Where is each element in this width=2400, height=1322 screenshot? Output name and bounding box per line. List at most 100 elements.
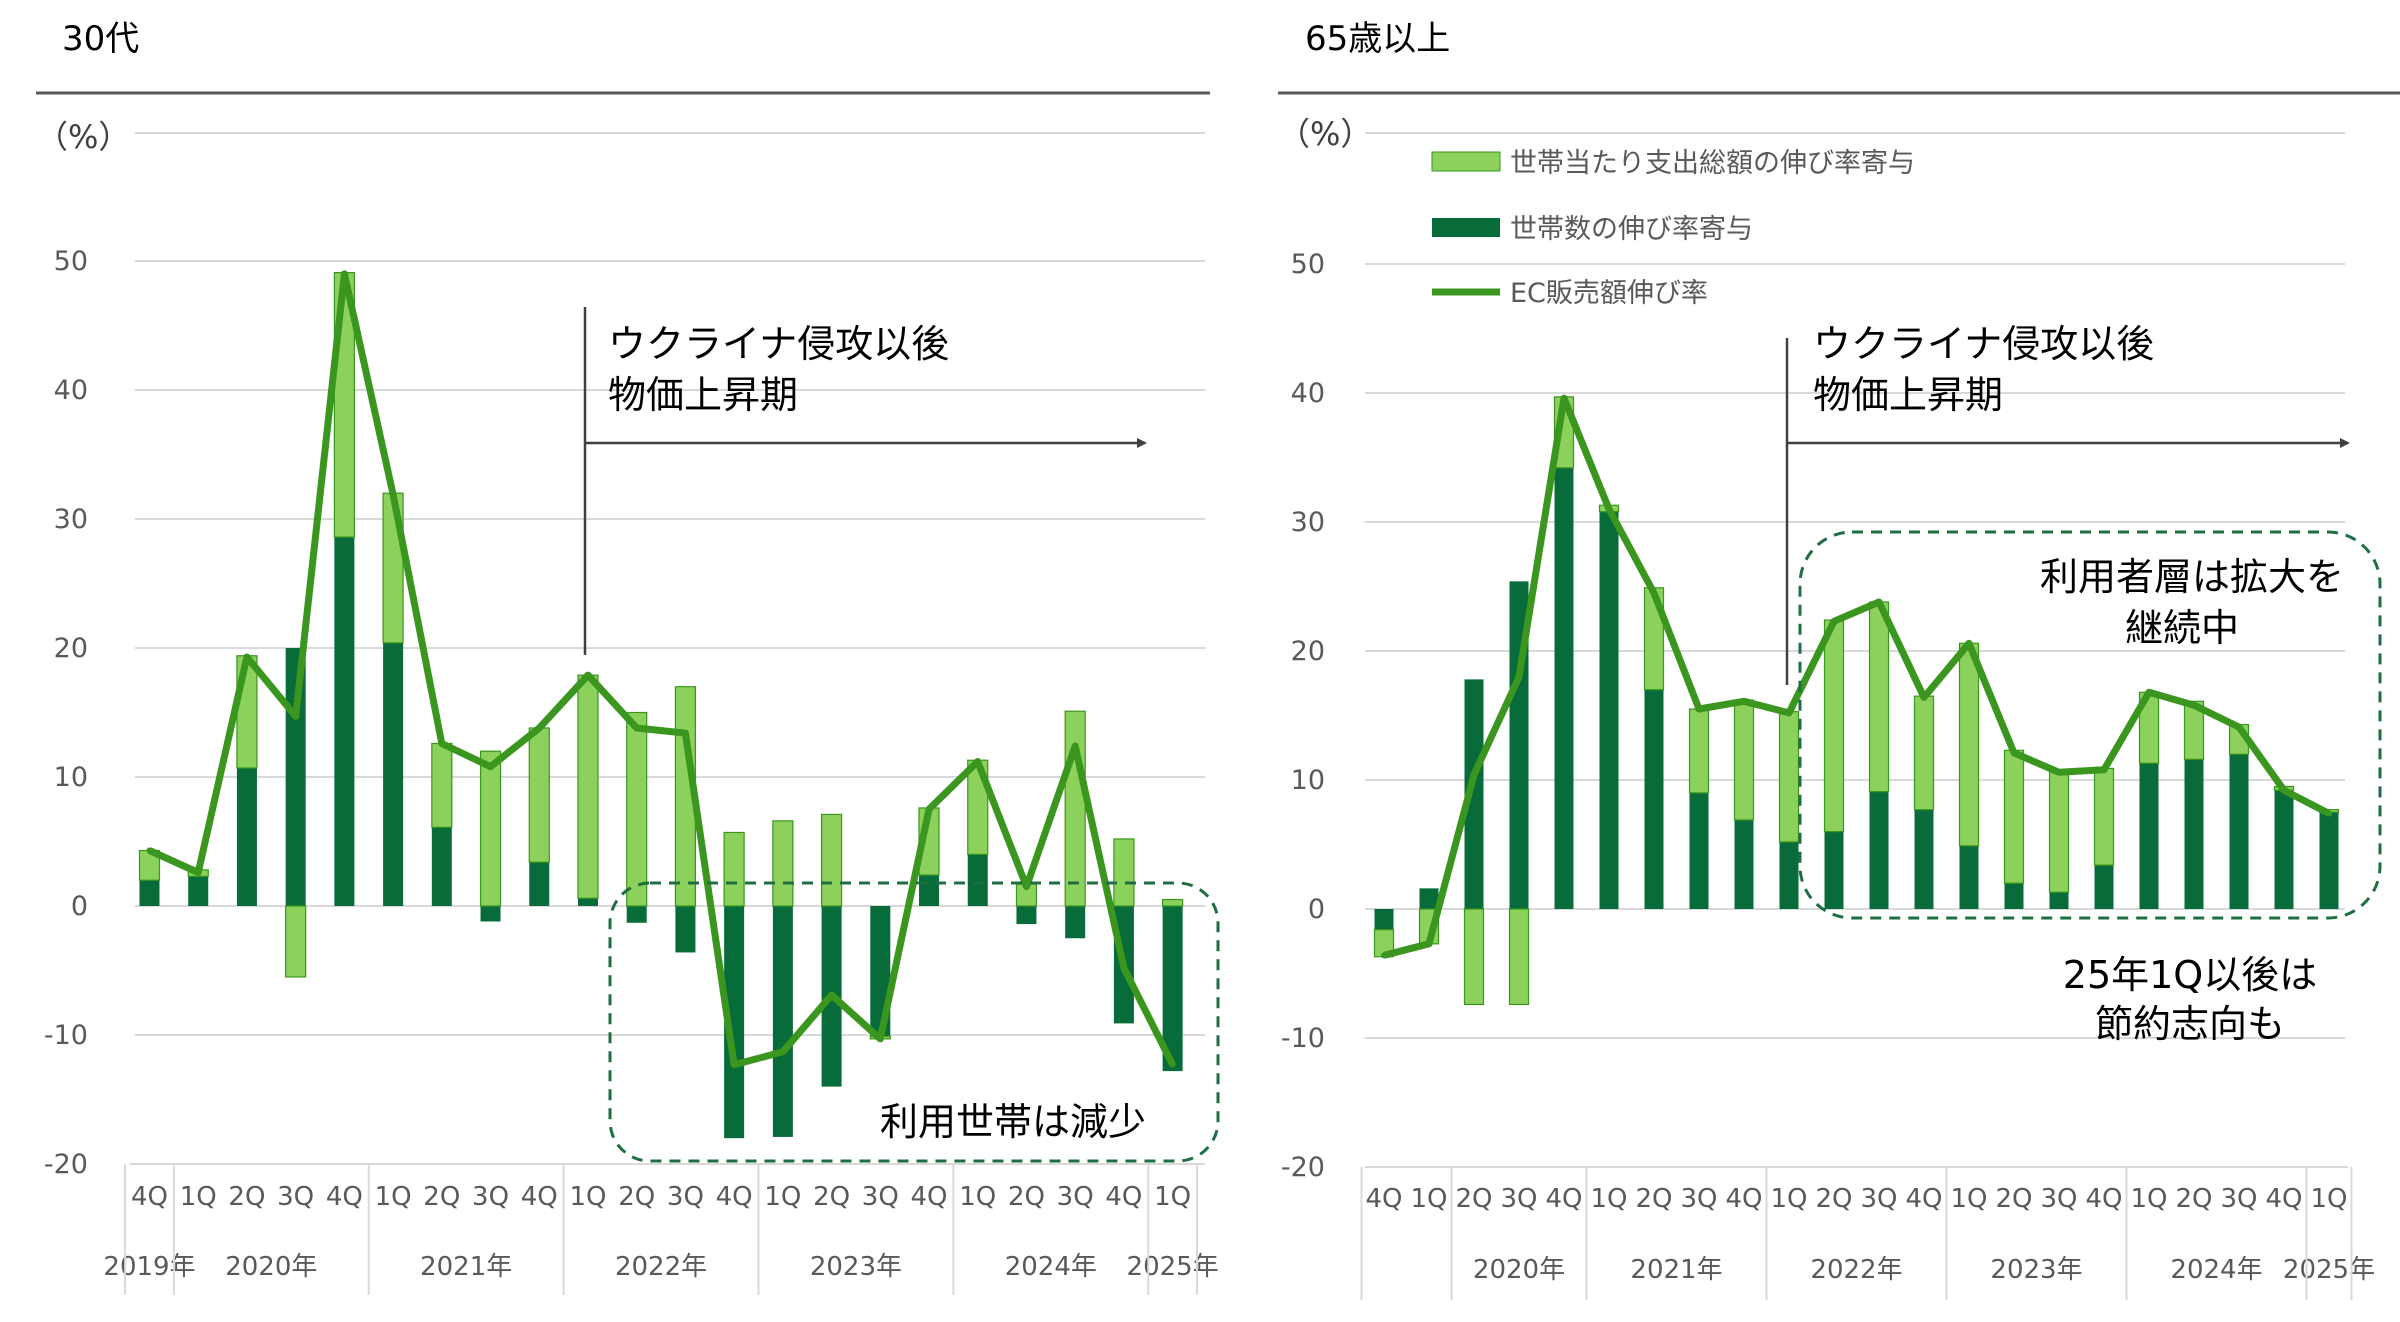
highlight-box — [608, 881, 1220, 1163]
ec-sales-point — [1120, 964, 1127, 971]
y-tick-label: 30 — [1291, 507, 1325, 538]
bar-spending-per-household — [1958, 642, 1980, 847]
bar-spending-per-household — [431, 742, 453, 828]
y-tick-label: -20 — [1281, 1152, 1325, 1183]
bar-household-count — [1689, 792, 1709, 909]
legend-dark-swatch — [1432, 218, 1500, 237]
ec-sales-point — [341, 270, 348, 277]
ec-sales-point — [1381, 952, 1387, 959]
ec-sales-point — [926, 806, 933, 813]
bar-household-count — [1734, 819, 1754, 909]
year-label: 2021年 — [1630, 1255, 1722, 1285]
period-label-line1: ウクライナ侵攻以後 — [1813, 322, 2154, 366]
bar-spending-per-household — [2048, 770, 2070, 893]
bar-household-count — [919, 875, 940, 906]
ec-sales-point — [390, 491, 397, 498]
highlight-box — [1798, 530, 2382, 920]
ec-sales-point — [146, 847, 153, 854]
bar-household-count — [1869, 791, 1889, 909]
year-label: 2025年 — [2283, 1255, 2375, 1285]
x-tick-label: 4Q — [1905, 1184, 1942, 1214]
y-tick-labels: 50 40 30 20 10 0 -10 -20 — [44, 246, 88, 1180]
bar-household-count — [529, 862, 550, 906]
bar-spending-per-household — [1913, 695, 1935, 811]
bar-household-count — [2049, 892, 2069, 909]
bar-spending-per-household — [1688, 708, 1710, 794]
ec-sales-point — [1876, 598, 1882, 605]
x-tick-label: 1Q — [959, 1182, 996, 1212]
bar-household-count — [188, 876, 209, 906]
x-tick-label: 3Q — [277, 1182, 314, 1212]
year-label: 2024年 — [1005, 1252, 1097, 1282]
x-tick-label: 1Q — [180, 1182, 217, 1212]
note-line2: 節約志向も — [2095, 1002, 2285, 1046]
highlight-box-line2: 継続中 — [2125, 606, 2239, 650]
legend: 世帯当たり支出総額の伸び率寄与 世帯数の伸び率寄与 EC販売額伸び率 — [1431, 148, 1915, 309]
year-label: 2025年 — [1127, 1252, 1219, 1282]
x-tick-label: 4Q — [1365, 1184, 1402, 1214]
ec-sales-point — [243, 654, 250, 661]
bar-household-count — [2274, 790, 2294, 909]
bar-household-count — [1065, 906, 1086, 939]
y-tick-label: 50 — [54, 246, 88, 277]
ec-sales-point — [1831, 618, 1837, 625]
bar-household-count — [577, 898, 598, 906]
x-tick-label: 1Q — [1410, 1184, 1447, 1214]
ec-sales-growth-line — [1383, 394, 2331, 959]
ec-sales-point — [2191, 702, 2197, 709]
ec-sales-growth-line — [148, 270, 1176, 1069]
chart-65-plus: 65歳以上 （%） 50 40 30 20 10 0 -10 -20 4Q 1Q 2Q 3Q 4Q 1Q… — [1278, 19, 2400, 1300]
bar-spending-per-household — [1463, 908, 1485, 1006]
bar-household-count — [1779, 841, 1799, 909]
bar-household-count — [1464, 679, 1484, 909]
bar-household-count — [334, 537, 355, 906]
x-tick-label: 3Q — [2220, 1184, 2257, 1214]
y-tick-label: -20 — [44, 1149, 88, 1180]
period-label-line1: ウクライナ侵攻以後 — [608, 322, 949, 366]
bar-household-count — [1374, 909, 1394, 930]
ec-sales-point — [1169, 1061, 1176, 1068]
bar-spending-per-household — [1823, 619, 1845, 833]
ec-sales-line — [146, 270, 1176, 1069]
bar-household-count — [383, 642, 404, 906]
bar-household-count — [1599, 511, 1619, 909]
bar-spending-per-household — [626, 711, 648, 907]
x-tick-label: 4Q — [326, 1182, 363, 1212]
y-tick-labels: 50 40 30 20 10 0 -10 -20 — [1281, 249, 1325, 1183]
note-line1: 25年1Q以後は — [2063, 953, 2317, 997]
bar-household-count — [2139, 763, 2159, 909]
year-label: 2022年 — [1810, 1255, 1902, 1285]
bar-household-count — [2184, 759, 2204, 909]
bar-household-count — [2094, 865, 2114, 909]
bar-household-count — [480, 906, 501, 922]
x-tick-label: 1Q — [1154, 1182, 1191, 1212]
bar-spending-per-household — [820, 813, 843, 907]
period-label-line2: 物価上昇期 — [608, 373, 798, 417]
bar-household-count — [1554, 467, 1574, 909]
bar-household-count — [1824, 831, 1844, 909]
y-axis-unit: （%） — [36, 118, 130, 156]
x-tick-label: 3Q — [1680, 1184, 1717, 1214]
ec-sales-point — [1696, 706, 1702, 713]
highlight-box-text: 利用世帯は減少 — [880, 1100, 1146, 1144]
ec-sales-point — [828, 992, 835, 999]
bar-spending-per-household — [2183, 700, 2205, 760]
ec-sales-point — [877, 1035, 884, 1042]
y-axis-unit: （%） — [1278, 115, 1372, 153]
bar-household-count — [1959, 845, 1979, 909]
chart-30s: 30代 （%） 50 40 30 20 10 0 -10 -20 4Q 1Q 2Q 3Q 4Q 1Q 2Q… — [36, 19, 1220, 1295]
bar-spending-per-household — [577, 674, 599, 899]
bar-spending-per-household — [1113, 838, 1135, 907]
y-tick-label: -10 — [1281, 1023, 1325, 1054]
bar-spending-per-household — [1733, 699, 1755, 821]
bar-household-count — [772, 906, 793, 1137]
ec-sales-point — [536, 724, 543, 731]
x-tick-label: 2Q — [813, 1182, 850, 1212]
highlight-box-line1: 利用者層は拡大を — [2040, 555, 2344, 599]
x-tick-label: 1Q — [375, 1182, 412, 1212]
x-tick-label: 1Q — [2310, 1184, 2347, 1214]
chart-title: 65歳以上 — [1305, 19, 1450, 59]
x-tick-label: 3Q — [472, 1182, 509, 1212]
bar-household-count — [2229, 754, 2249, 909]
legend-light-label: 世帯当たり支出総額の伸び率寄与 — [1510, 148, 1915, 179]
